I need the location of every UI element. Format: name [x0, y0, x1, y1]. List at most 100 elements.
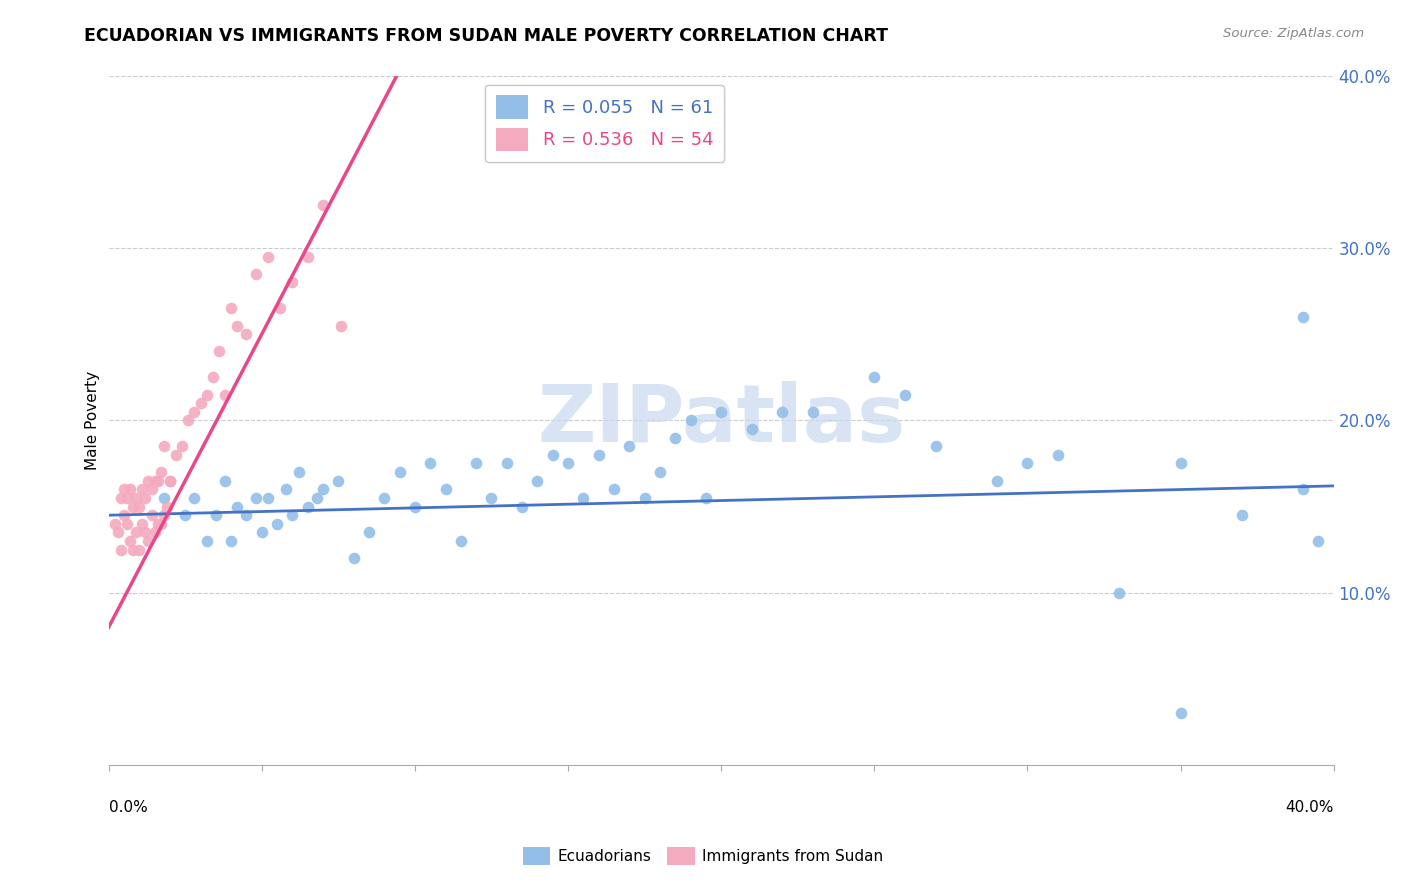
- Point: [226, 318, 249, 333]
- Point: [149, 516, 172, 531]
- Point: [557, 457, 579, 471]
- Point: [120, 483, 142, 497]
- Point: [1292, 310, 1315, 324]
- Point: [235, 508, 257, 523]
- Point: [141, 508, 163, 523]
- Point: [388, 465, 411, 479]
- Point: [450, 534, 472, 549]
- Point: [297, 250, 319, 264]
- Point: [201, 370, 224, 384]
- Point: [648, 465, 671, 479]
- Legend: Ecuadorians, Immigrants from Sudan: Ecuadorians, Immigrants from Sudan: [516, 841, 890, 871]
- Point: [219, 301, 242, 316]
- Point: [588, 448, 610, 462]
- Point: [128, 500, 150, 514]
- Point: [208, 344, 231, 359]
- Point: [269, 301, 291, 316]
- Point: [572, 491, 595, 505]
- Point: [250, 525, 273, 540]
- Point: [1308, 534, 1330, 549]
- Point: [245, 491, 267, 505]
- Point: [373, 491, 395, 505]
- Point: [257, 250, 280, 264]
- Point: [183, 491, 205, 505]
- Point: [510, 500, 533, 514]
- Y-axis label: Male Poverty: Male Poverty: [86, 371, 100, 470]
- Point: [183, 405, 205, 419]
- Point: [404, 500, 426, 514]
- Point: [125, 525, 148, 540]
- Point: [110, 542, 132, 557]
- Text: 0.0%: 0.0%: [108, 800, 148, 814]
- Point: [195, 387, 218, 401]
- Point: [1170, 706, 1192, 721]
- Point: [679, 413, 702, 427]
- Point: [159, 474, 181, 488]
- Point: [541, 448, 564, 462]
- Point: [801, 405, 824, 419]
- Point: [312, 483, 335, 497]
- Point: [664, 431, 686, 445]
- Point: [138, 474, 160, 488]
- Point: [266, 516, 288, 531]
- Point: [146, 474, 169, 488]
- Point: [1017, 457, 1039, 471]
- Point: [112, 508, 135, 523]
- Point: [281, 508, 304, 523]
- Point: [131, 483, 153, 497]
- Point: [143, 525, 166, 540]
- Point: [1046, 448, 1069, 462]
- Point: [205, 508, 228, 523]
- Point: [149, 465, 172, 479]
- Point: [174, 508, 197, 523]
- Point: [245, 267, 267, 281]
- Point: [619, 439, 641, 453]
- Legend: R = 0.055   N = 61, R = 0.536   N = 54: R = 0.055 N = 61, R = 0.536 N = 54: [485, 85, 724, 161]
- Point: [156, 500, 179, 514]
- Point: [924, 439, 946, 453]
- Point: [305, 491, 328, 505]
- Point: [195, 534, 218, 549]
- Point: [894, 387, 917, 401]
- Point: [235, 327, 257, 342]
- Point: [695, 491, 717, 505]
- Point: [125, 491, 148, 505]
- Point: [297, 500, 319, 514]
- Point: [219, 534, 242, 549]
- Point: [603, 483, 626, 497]
- Point: [131, 516, 153, 531]
- Point: [1292, 483, 1315, 497]
- Point: [986, 474, 1008, 488]
- Point: [343, 551, 366, 566]
- Point: [146, 516, 169, 531]
- Point: [122, 500, 145, 514]
- Point: [115, 491, 138, 505]
- Point: [465, 457, 488, 471]
- Point: [276, 483, 298, 497]
- Point: [143, 474, 166, 488]
- Point: [190, 396, 212, 410]
- Point: [328, 474, 350, 488]
- Point: [863, 370, 886, 384]
- Point: [312, 198, 335, 212]
- Point: [152, 491, 174, 505]
- Point: [419, 457, 441, 471]
- Text: ECUADORIAN VS IMMIGRANTS FROM SUDAN MALE POVERTY CORRELATION CHART: ECUADORIAN VS IMMIGRANTS FROM SUDAN MALE…: [84, 27, 889, 45]
- Point: [138, 534, 160, 549]
- Point: [112, 483, 135, 497]
- Point: [710, 405, 733, 419]
- Point: [128, 542, 150, 557]
- Point: [226, 500, 249, 514]
- Point: [287, 465, 309, 479]
- Point: [177, 413, 200, 427]
- Point: [110, 491, 132, 505]
- Point: [770, 405, 793, 419]
- Point: [141, 483, 163, 497]
- Point: [526, 474, 548, 488]
- Point: [134, 491, 156, 505]
- Text: 40.0%: 40.0%: [1285, 800, 1334, 814]
- Text: Source: ZipAtlas.com: Source: ZipAtlas.com: [1223, 27, 1364, 40]
- Point: [134, 525, 156, 540]
- Point: [152, 439, 174, 453]
- Point: [165, 448, 187, 462]
